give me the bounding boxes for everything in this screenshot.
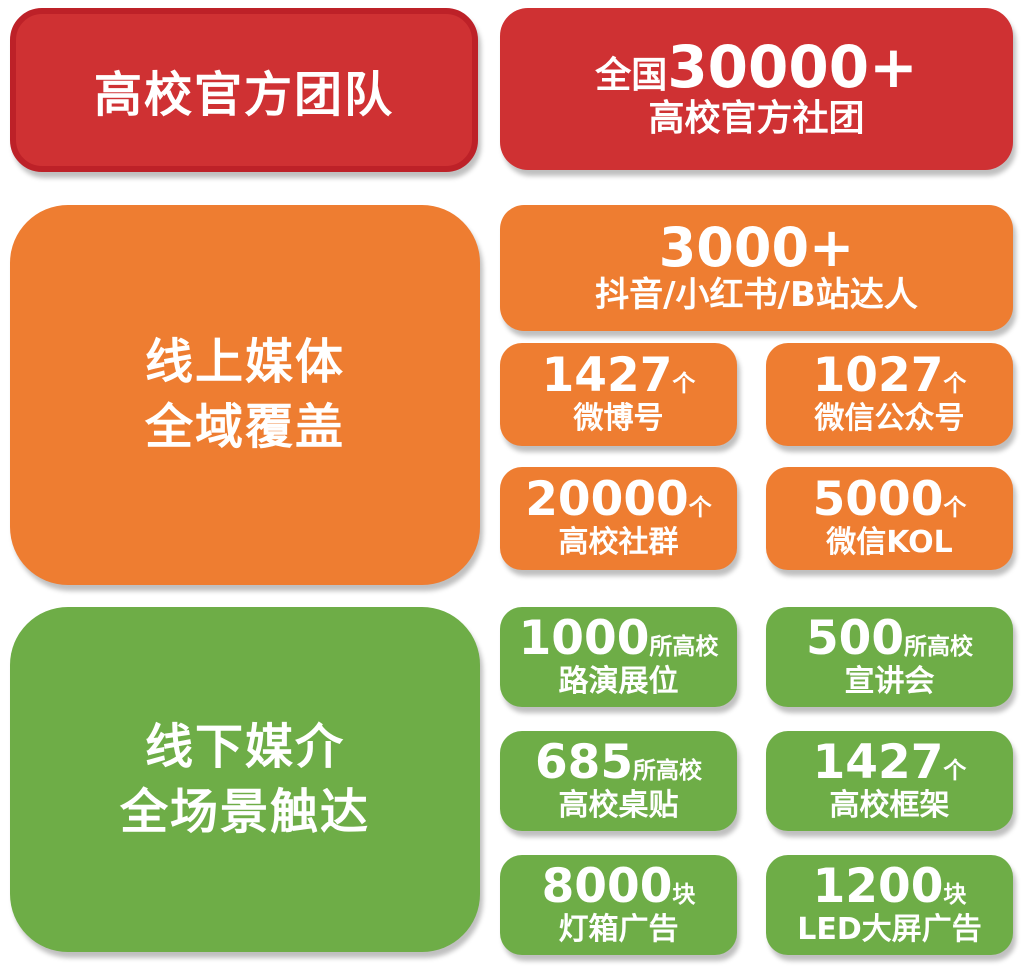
official-stat-label: 高校官方社团 (648, 97, 865, 139)
online-feature-label: 抖音/小红书/B站达人 (595, 274, 918, 315)
stat-label: 宣讲会 (844, 663, 935, 699)
stat-box-campus-groups: 20000个 高校社群 (500, 467, 737, 570)
online-feature-number: 3000+ (658, 215, 855, 279)
online-feature-box: 3000+ 抖音/小红书/B站达人 (500, 205, 1013, 331)
stat-number: 20000 (525, 472, 689, 528)
offline-media-heading-line2: 全场景触达 (119, 783, 370, 840)
online-media-header-box: 线上媒体 全域覆盖 (10, 205, 480, 585)
stat-number: 1027 (812, 348, 944, 404)
stat-number-line: 1427个 (812, 734, 967, 790)
stat-number-line: 1000所高校 (518, 610, 719, 666)
stat-number: 1200 (812, 858, 944, 914)
stat-box-lightbox-ads: 8000块 灯箱广告 (500, 855, 737, 955)
stat-box-campus-frame: 1427个 高校框架 (766, 731, 1013, 831)
stat-label: 高校社群 (558, 525, 679, 561)
stat-label: 微信KOL (826, 525, 953, 561)
stat-number-line: 5000个 (813, 475, 967, 524)
stat-number: 1427 (541, 348, 673, 404)
stat-label: 高校桌贴 (558, 787, 679, 823)
stat-box-led-ads: 1200块 LED大屏广告 (766, 855, 1013, 955)
stat-unit: 个 (943, 495, 967, 522)
stat-label: 高校框架 (829, 787, 950, 823)
official-teams-stat-box: 全国30000+ 高校官方社团 (500, 8, 1013, 170)
online-media-heading: 线上媒体 全域覆盖 (145, 330, 345, 460)
stat-label: 路演展位 (558, 663, 679, 699)
stat-number: 500 (805, 610, 905, 666)
stat-number: 1427 (812, 734, 944, 790)
official-teams-heading: 高校官方团队 (93, 67, 394, 123)
stat-number-line: 1427个 (542, 351, 696, 400)
stat-box-wechat-official: 1027个 微信公众号 (766, 343, 1013, 446)
offline-media-heading: 线下媒介 全场景触达 (120, 715, 370, 845)
stat-unit: 个 (672, 371, 696, 398)
stat-unit: 所高校 (633, 757, 703, 784)
stat-unit: 块 (672, 881, 696, 908)
stat-number: 5000 (812, 472, 944, 528)
stat-label: 微信公众号 (814, 401, 965, 437)
stat-unit: 个 (688, 495, 712, 522)
stat-unit: 块 (943, 881, 967, 908)
official-stat-number-line: 全国30000+ (595, 38, 917, 96)
stat-number: 1000 (518, 610, 650, 666)
stat-box-roadshow: 1000所高校 路演展位 (500, 607, 737, 707)
stat-unit: 所高校 (904, 633, 974, 660)
stat-box-seminar: 500所高校 宣讲会 (766, 607, 1013, 707)
offline-media-heading-line1: 线下媒介 (144, 718, 345, 775)
stat-number-line: 685所高校 (534, 734, 703, 790)
stat-label: 微博号 (573, 401, 664, 437)
stat-number: 685 (534, 734, 634, 790)
stat-number: 8000 (541, 858, 673, 914)
stat-number-line: 20000个 (525, 475, 712, 524)
online-media-heading-line1: 线上媒体 (144, 334, 345, 391)
stat-label: 灯箱广告 (558, 911, 679, 947)
online-media-heading-line2: 全域覆盖 (144, 399, 345, 455)
offline-media-header-box: 线下媒介 全场景触达 (10, 607, 480, 952)
stat-unit: 所高校 (649, 633, 719, 660)
stat-label: LED大屏广告 (797, 911, 982, 947)
stat-box-desk-sticker: 685所高校 高校桌贴 (500, 731, 737, 831)
stat-unit: 个 (943, 371, 967, 398)
stat-number-line: 8000块 (541, 858, 696, 914)
stat-number-line: 1200块 (812, 858, 967, 914)
stat-box-wechat-kol: 5000个 微信KOL (766, 467, 1013, 570)
stat-box-weibo: 1427个 微博号 (500, 343, 737, 446)
official-stat-prefix: 全国 (595, 54, 668, 96)
stat-number-line: 1027个 (813, 351, 967, 400)
official-teams-header-box: 高校官方团队 (10, 8, 478, 172)
stat-number-line: 500所高校 (805, 610, 974, 666)
stat-unit: 个 (943, 757, 967, 784)
official-stat-number: 30000+ (667, 32, 918, 101)
